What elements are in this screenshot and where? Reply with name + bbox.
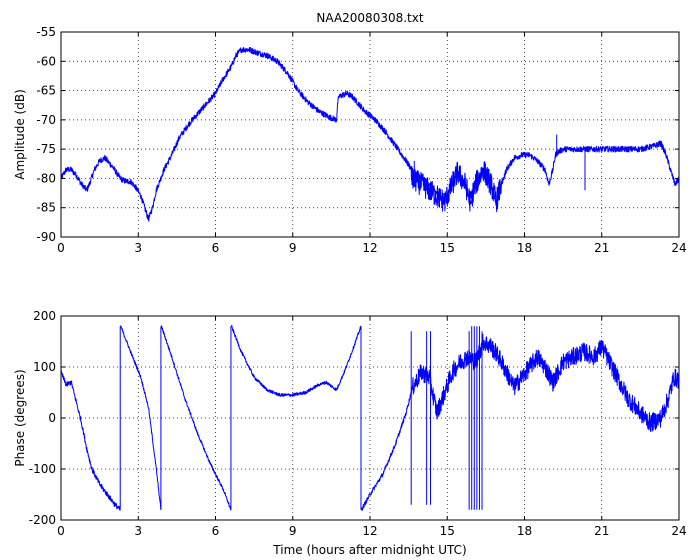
signal-traces <box>61 324 679 511</box>
chart-title: NAA20080308.txt <box>316 11 423 25</box>
series-line <box>160 325 232 511</box>
y-tick-label: -75 <box>36 142 56 156</box>
series-line <box>361 386 413 511</box>
y-tick-label: 100 <box>33 360 56 374</box>
x-tick-label: 21 <box>594 241 609 255</box>
y-tick-label: -55 <box>36 25 56 39</box>
x-tick-label: 6 <box>212 524 220 538</box>
x-tick-label: 24 <box>671 524 686 538</box>
x-tick-label: 3 <box>134 524 142 538</box>
x-tick-label: 15 <box>440 524 455 538</box>
y-tick-label: 0 <box>48 411 56 425</box>
series-line <box>231 324 362 397</box>
x-tick-label: 15 <box>440 241 455 255</box>
amplitude-plot: 0 3 6 9 12 15 18 21 24 -90 -85 -80 -75 -70 -65 -60 -55 NA… <box>13 11 687 255</box>
x-tick-label: 9 <box>289 524 297 538</box>
x-tick-label: 3 <box>134 241 142 255</box>
x-tick-label: 12 <box>362 524 377 538</box>
series-line <box>61 47 679 222</box>
x-tick-label: 18 <box>517 524 532 538</box>
y-tick-label: -200 <box>29 513 56 527</box>
y-axis-label: Amplitude (dB) <box>13 89 27 180</box>
y-tick-label: -85 <box>36 201 56 215</box>
x-tick-label: 9 <box>289 241 297 255</box>
phase-plot: 0 3 6 9 12 15 18 21 24 -200 -100 0 100 200 Time (hours… <box>13 309 687 557</box>
y-tick-label: -65 <box>36 84 56 98</box>
x-tick-label: 6 <box>212 241 220 255</box>
y-tick-label: -70 <box>36 113 56 127</box>
series-line <box>412 333 679 433</box>
x-axis-label: Time (hours after midnight UTC) <box>272 543 466 557</box>
series-line <box>61 369 121 511</box>
signal-traces <box>61 47 679 222</box>
y-tick-label: -100 <box>29 462 56 476</box>
y-tick-label: -80 <box>36 171 56 185</box>
x-tick-label: 0 <box>57 524 65 538</box>
y-axis-label: Phase (degrees) <box>13 369 27 466</box>
x-tick-label: 21 <box>594 524 609 538</box>
x-tick-label: 0 <box>57 241 65 255</box>
series-line <box>410 161 502 213</box>
x-tick-label: 18 <box>517 241 532 255</box>
x-tick-label: 24 <box>671 241 686 255</box>
plot-area <box>60 31 680 238</box>
x-tick-label: 12 <box>362 241 377 255</box>
y-tick-label: -60 <box>36 54 56 68</box>
series-line <box>120 325 162 510</box>
y-tick-label: -90 <box>36 230 56 244</box>
y-tick-label: 200 <box>33 309 56 323</box>
